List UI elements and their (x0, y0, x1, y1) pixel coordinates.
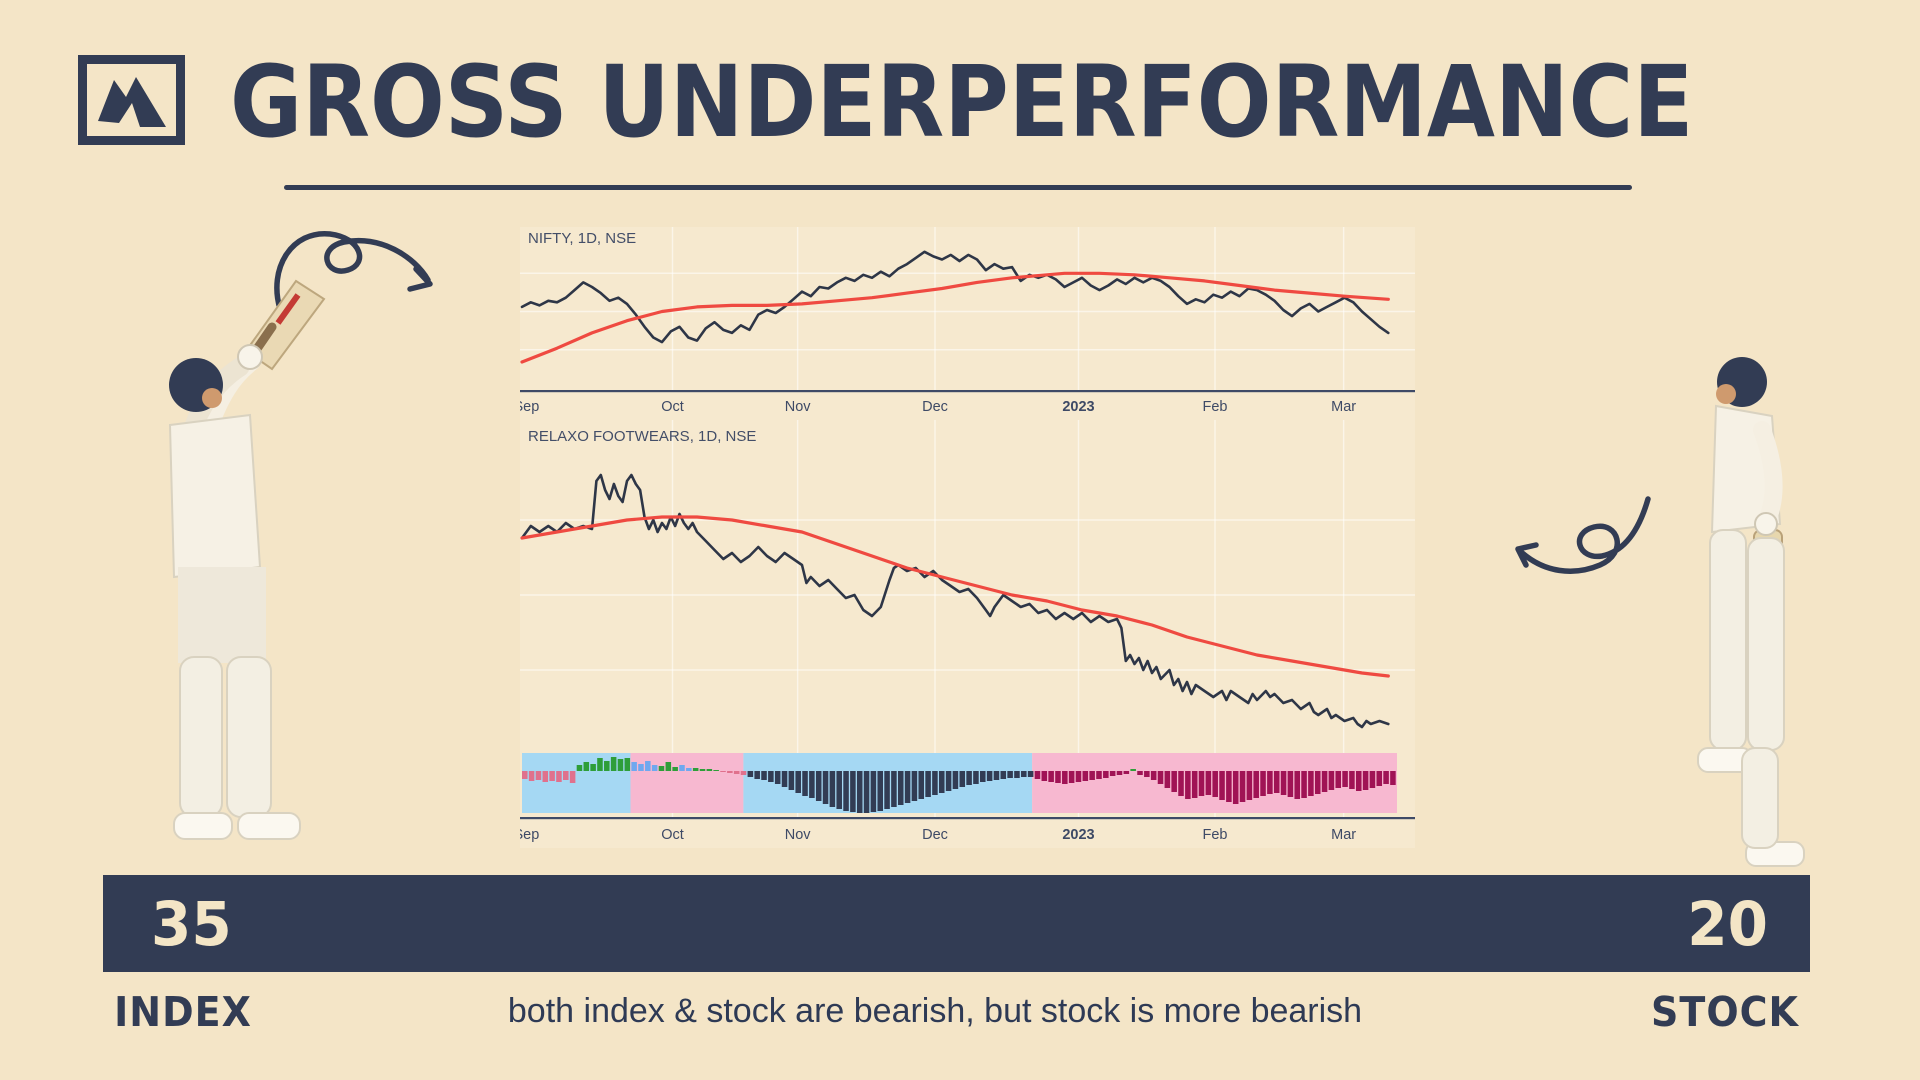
svg-text:Oct: Oct (661, 827, 684, 843)
stock-label: STOCK (1651, 988, 1799, 1036)
batsman-right-image (1650, 342, 1830, 882)
svg-text:Mar: Mar (1331, 827, 1356, 843)
title-underline (284, 185, 1632, 190)
svg-text:Sep: Sep (520, 827, 539, 843)
index-label: INDEX (114, 988, 252, 1036)
curly-arrow-left-icon (1478, 493, 1656, 588)
svg-text:2023: 2023 (1062, 827, 1094, 843)
svg-text:Dec: Dec (922, 827, 948, 843)
stock-score-bar: 20 (963, 875, 1810, 972)
comparison-caption: both index & stock are bearish, but stoc… (507, 992, 1363, 1030)
svg-text:Oct: Oct (661, 399, 684, 415)
relaxo-chart-title: RELAXO FOOTWEARS, 1D, NSE (528, 428, 757, 445)
mountain-m-logo-icon (78, 55, 185, 145)
relaxo-chart: Sep Oct Nov Dec 2023 Feb Mar (520, 420, 1415, 843)
page-title: GROSS UNDERPERFORMANCE (230, 44, 1694, 160)
stock-score-value: 20 (1687, 887, 1768, 960)
svg-text:Sep: Sep (520, 399, 539, 415)
relaxo-chart-panel: RELAXO FOOTWEARS, 1D, NSE Sep Oct Nov Dec 20… (520, 420, 1415, 848)
svg-text:Feb: Feb (1203, 399, 1228, 415)
svg-text:2023: 2023 (1062, 399, 1094, 415)
index-score-value: 35 (151, 887, 232, 960)
batsman-left-image (100, 265, 340, 865)
svg-text:Dec: Dec (922, 399, 948, 415)
curly-arrow-right-icon (268, 216, 446, 311)
svg-text:Nov: Nov (785, 827, 812, 843)
nifty-chart-title: NIFTY, 1D, NSE (528, 230, 637, 247)
index-score-bar: 35 (103, 875, 1006, 972)
svg-text:Mar: Mar (1331, 399, 1356, 415)
nifty-chart: Sep Oct Nov Dec 2023 Feb Mar (520, 227, 1415, 415)
nifty-chart-panel: NIFTY, 1D, NSE Sep Oct Nov Dec 2023 Feb Mar (520, 227, 1415, 421)
svg-text:Feb: Feb (1203, 827, 1228, 843)
svg-text:Nov: Nov (785, 399, 812, 415)
